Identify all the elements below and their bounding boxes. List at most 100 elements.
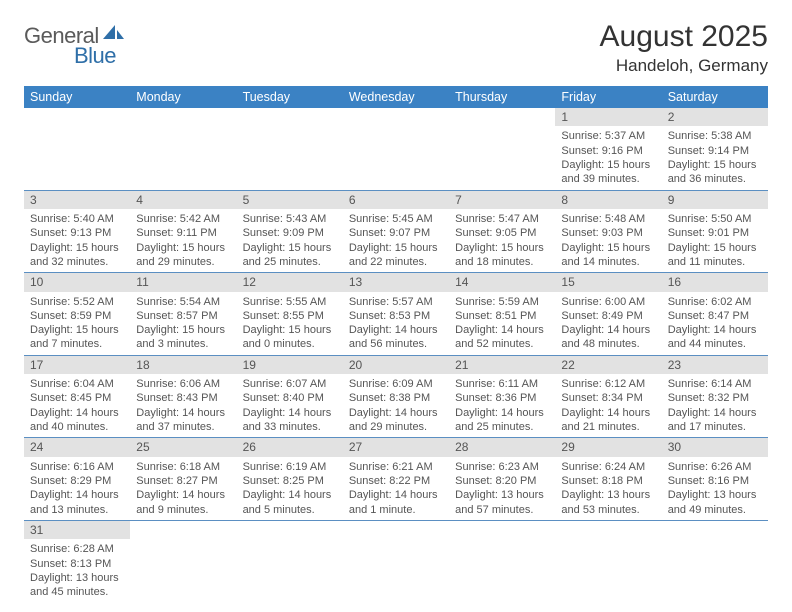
calendar-cell: 24Sunrise: 6:16 AMSunset: 8:29 PMDayligh… bbox=[24, 438, 130, 521]
calendar-cell: 8Sunrise: 5:48 AMSunset: 9:03 PMDaylight… bbox=[555, 190, 661, 273]
day-details: Sunrise: 5:57 AMSunset: 8:53 PMDaylight:… bbox=[343, 292, 449, 355]
day-number: 15 bbox=[555, 273, 661, 291]
day-number: 31 bbox=[24, 521, 130, 539]
dow-header: Sunday bbox=[24, 86, 130, 108]
calendar-cell: 7Sunrise: 5:47 AMSunset: 9:05 PMDaylight… bbox=[449, 190, 555, 273]
calendar-cell: 16Sunrise: 6:02 AMSunset: 8:47 PMDayligh… bbox=[662, 273, 768, 356]
day-number: 2 bbox=[662, 108, 768, 126]
dow-header: Monday bbox=[130, 86, 236, 108]
day-details: Sunrise: 5:54 AMSunset: 8:57 PMDaylight:… bbox=[130, 292, 236, 355]
calendar-cell bbox=[237, 108, 343, 190]
calendar-cell: 3Sunrise: 5:40 AMSunset: 9:13 PMDaylight… bbox=[24, 190, 130, 273]
day-details: Sunrise: 6:12 AMSunset: 8:34 PMDaylight:… bbox=[555, 374, 661, 437]
dow-header: Thursday bbox=[449, 86, 555, 108]
calendar-cell bbox=[130, 108, 236, 190]
logo: GeneralBlue bbox=[24, 26, 125, 67]
day-details: Sunrise: 6:09 AMSunset: 8:38 PMDaylight:… bbox=[343, 374, 449, 437]
calendar-cell: 26Sunrise: 6:19 AMSunset: 8:25 PMDayligh… bbox=[237, 438, 343, 521]
day-details: Sunrise: 5:52 AMSunset: 8:59 PMDaylight:… bbox=[24, 292, 130, 355]
day-number: 26 bbox=[237, 438, 343, 456]
day-number: 28 bbox=[449, 438, 555, 456]
calendar-cell: 6Sunrise: 5:45 AMSunset: 9:07 PMDaylight… bbox=[343, 190, 449, 273]
dow-header: Tuesday bbox=[237, 86, 343, 108]
day-number: 18 bbox=[130, 356, 236, 374]
calendar-cell: 11Sunrise: 5:54 AMSunset: 8:57 PMDayligh… bbox=[130, 273, 236, 356]
calendar-cell: 29Sunrise: 6:24 AMSunset: 8:18 PMDayligh… bbox=[555, 438, 661, 521]
day-details: Sunrise: 6:18 AMSunset: 8:27 PMDaylight:… bbox=[130, 457, 236, 520]
day-details: Sunrise: 6:28 AMSunset: 8:13 PMDaylight:… bbox=[24, 539, 130, 602]
day-number: 27 bbox=[343, 438, 449, 456]
day-number: 12 bbox=[237, 273, 343, 291]
day-details: Sunrise: 5:38 AMSunset: 9:14 PMDaylight:… bbox=[662, 126, 768, 189]
day-number: 23 bbox=[662, 356, 768, 374]
day-details: Sunrise: 6:23 AMSunset: 8:20 PMDaylight:… bbox=[449, 457, 555, 520]
calendar-week-row: 10Sunrise: 5:52 AMSunset: 8:59 PMDayligh… bbox=[24, 273, 768, 356]
day-number: 17 bbox=[24, 356, 130, 374]
calendar-cell bbox=[449, 520, 555, 602]
day-number: 9 bbox=[662, 191, 768, 209]
day-details: Sunrise: 6:14 AMSunset: 8:32 PMDaylight:… bbox=[662, 374, 768, 437]
location: Handeloh, Germany bbox=[600, 56, 768, 76]
calendar-cell: 31Sunrise: 6:28 AMSunset: 8:13 PMDayligh… bbox=[24, 520, 130, 602]
month-title: August 2025 bbox=[600, 20, 768, 54]
day-details: Sunrise: 6:16 AMSunset: 8:29 PMDaylight:… bbox=[24, 457, 130, 520]
day-number: 13 bbox=[343, 273, 449, 291]
day-details: Sunrise: 5:43 AMSunset: 9:09 PMDaylight:… bbox=[237, 209, 343, 272]
page: GeneralBlue August 2025 Handeloh, German… bbox=[0, 0, 792, 602]
day-details: Sunrise: 6:11 AMSunset: 8:36 PMDaylight:… bbox=[449, 374, 555, 437]
calendar-cell bbox=[24, 108, 130, 190]
day-number: 21 bbox=[449, 356, 555, 374]
day-details: Sunrise: 5:48 AMSunset: 9:03 PMDaylight:… bbox=[555, 209, 661, 272]
calendar-cell: 15Sunrise: 6:00 AMSunset: 8:49 PMDayligh… bbox=[555, 273, 661, 356]
calendar-cell bbox=[130, 520, 236, 602]
calendar-cell: 30Sunrise: 6:26 AMSunset: 8:16 PMDayligh… bbox=[662, 438, 768, 521]
calendar-cell: 10Sunrise: 5:52 AMSunset: 8:59 PMDayligh… bbox=[24, 273, 130, 356]
dow-header: Friday bbox=[555, 86, 661, 108]
calendar-cell: 28Sunrise: 6:23 AMSunset: 8:20 PMDayligh… bbox=[449, 438, 555, 521]
day-details: Sunrise: 6:04 AMSunset: 8:45 PMDaylight:… bbox=[24, 374, 130, 437]
calendar-week-row: 3Sunrise: 5:40 AMSunset: 9:13 PMDaylight… bbox=[24, 190, 768, 273]
day-number: 16 bbox=[662, 273, 768, 291]
day-number: 14 bbox=[449, 273, 555, 291]
day-number: 8 bbox=[555, 191, 661, 209]
day-details: Sunrise: 6:24 AMSunset: 8:18 PMDaylight:… bbox=[555, 457, 661, 520]
day-details: Sunrise: 6:26 AMSunset: 8:16 PMDaylight:… bbox=[662, 457, 768, 520]
logo-text-blue: Blue bbox=[74, 43, 116, 68]
calendar-cell: 22Sunrise: 6:12 AMSunset: 8:34 PMDayligh… bbox=[555, 355, 661, 438]
calendar-cell: 12Sunrise: 5:55 AMSunset: 8:55 PMDayligh… bbox=[237, 273, 343, 356]
calendar-week-row: 17Sunrise: 6:04 AMSunset: 8:45 PMDayligh… bbox=[24, 355, 768, 438]
calendar-cell bbox=[449, 108, 555, 190]
day-number: 10 bbox=[24, 273, 130, 291]
day-number: 29 bbox=[555, 438, 661, 456]
calendar-cell bbox=[555, 520, 661, 602]
day-number: 22 bbox=[555, 356, 661, 374]
calendar-cell: 20Sunrise: 6:09 AMSunset: 8:38 PMDayligh… bbox=[343, 355, 449, 438]
title-block: August 2025 Handeloh, Germany bbox=[600, 20, 768, 76]
day-details: Sunrise: 5:45 AMSunset: 9:07 PMDaylight:… bbox=[343, 209, 449, 272]
day-details: Sunrise: 6:06 AMSunset: 8:43 PMDaylight:… bbox=[130, 374, 236, 437]
day-number: 19 bbox=[237, 356, 343, 374]
day-number: 1 bbox=[555, 108, 661, 126]
day-number: 11 bbox=[130, 273, 236, 291]
dow-header: Wednesday bbox=[343, 86, 449, 108]
calendar-cell: 18Sunrise: 6:06 AMSunset: 8:43 PMDayligh… bbox=[130, 355, 236, 438]
calendar-cell: 4Sunrise: 5:42 AMSunset: 9:11 PMDaylight… bbox=[130, 190, 236, 273]
day-details: Sunrise: 5:37 AMSunset: 9:16 PMDaylight:… bbox=[555, 126, 661, 189]
day-number: 6 bbox=[343, 191, 449, 209]
calendar-cell: 9Sunrise: 5:50 AMSunset: 9:01 PMDaylight… bbox=[662, 190, 768, 273]
day-details: Sunrise: 5:40 AMSunset: 9:13 PMDaylight:… bbox=[24, 209, 130, 272]
calendar-cell: 25Sunrise: 6:18 AMSunset: 8:27 PMDayligh… bbox=[130, 438, 236, 521]
day-details: Sunrise: 6:21 AMSunset: 8:22 PMDaylight:… bbox=[343, 457, 449, 520]
calendar-cell bbox=[343, 108, 449, 190]
day-details: Sunrise: 5:47 AMSunset: 9:05 PMDaylight:… bbox=[449, 209, 555, 272]
day-number: 7 bbox=[449, 191, 555, 209]
day-number: 4 bbox=[130, 191, 236, 209]
day-of-week-row: SundayMondayTuesdayWednesdayThursdayFrid… bbox=[24, 86, 768, 108]
calendar-week-row: 24Sunrise: 6:16 AMSunset: 8:29 PMDayligh… bbox=[24, 438, 768, 521]
header: GeneralBlue August 2025 Handeloh, German… bbox=[24, 20, 768, 76]
calendar-cell bbox=[237, 520, 343, 602]
day-details: Sunrise: 6:07 AMSunset: 8:40 PMDaylight:… bbox=[237, 374, 343, 437]
calendar-cell: 21Sunrise: 6:11 AMSunset: 8:36 PMDayligh… bbox=[449, 355, 555, 438]
day-number: 3 bbox=[24, 191, 130, 209]
calendar-cell: 5Sunrise: 5:43 AMSunset: 9:09 PMDaylight… bbox=[237, 190, 343, 273]
